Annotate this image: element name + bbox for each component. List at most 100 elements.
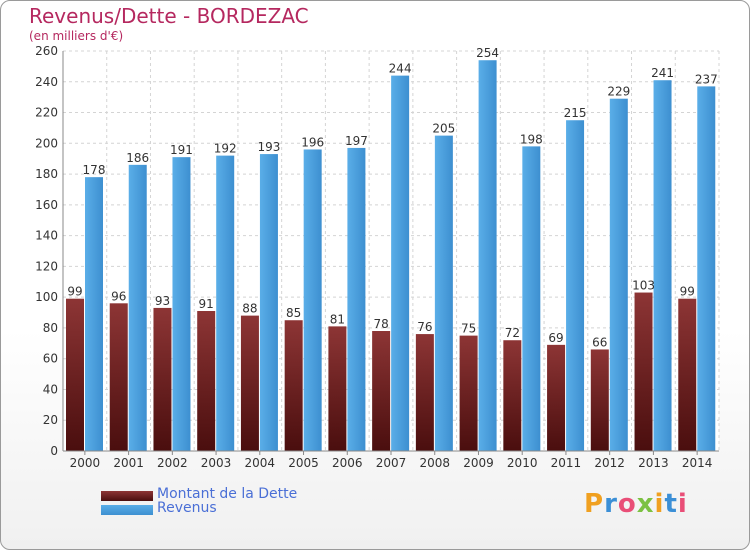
bar-revenus bbox=[303, 149, 322, 451]
bar-revenus bbox=[566, 120, 585, 451]
y-tick-label: 240 bbox=[35, 75, 58, 89]
bar-dette bbox=[415, 334, 434, 451]
data-label-dette: 76 bbox=[417, 320, 432, 334]
bar-revenus bbox=[478, 60, 497, 451]
bar-dette bbox=[197, 311, 216, 451]
bar-dette bbox=[590, 349, 609, 451]
legend-label-dette: Montant de la Dette bbox=[157, 486, 298, 502]
bar-dette bbox=[503, 340, 522, 451]
y-tick-label: 0 bbox=[50, 444, 58, 458]
x-tick-label: 2014 bbox=[682, 456, 713, 470]
data-label-dette: 78 bbox=[373, 317, 388, 331]
logo-letter: x bbox=[636, 489, 655, 519]
data-label-revenus: 254 bbox=[476, 46, 499, 60]
y-tick-label: 100 bbox=[35, 290, 58, 304]
x-tick-label: 2004 bbox=[245, 456, 276, 470]
x-tick-label: 2008 bbox=[419, 456, 450, 470]
x-tick-label: 2012 bbox=[594, 456, 625, 470]
data-label-revenus: 193 bbox=[257, 140, 280, 154]
data-label-dette: 93 bbox=[155, 294, 170, 308]
legend-label-revenus: Revenus bbox=[157, 500, 217, 516]
x-tick-label: 2003 bbox=[201, 456, 232, 470]
x-tick-label: 2000 bbox=[70, 456, 101, 470]
x-tick-label: 2011 bbox=[551, 456, 582, 470]
data-label-dette: 99 bbox=[67, 285, 82, 299]
bar-revenus bbox=[172, 157, 191, 451]
bar-dette bbox=[240, 315, 259, 451]
x-tick-label: 2009 bbox=[463, 456, 494, 470]
data-label-dette: 88 bbox=[242, 302, 257, 316]
logo-letter: r bbox=[604, 489, 618, 519]
data-label-dette: 96 bbox=[111, 289, 126, 303]
bar-dette bbox=[109, 303, 128, 451]
bar-dette bbox=[459, 335, 478, 451]
bar-revenus bbox=[85, 177, 103, 451]
data-label-revenus: 205 bbox=[432, 122, 455, 136]
x-tick-label: 2007 bbox=[376, 456, 407, 470]
bar-dette bbox=[153, 307, 172, 451]
x-tick-label: 2010 bbox=[507, 456, 538, 470]
data-label-revenus: 186 bbox=[126, 151, 149, 165]
bar-revenus bbox=[697, 86, 716, 451]
data-label-revenus: 241 bbox=[651, 66, 674, 80]
data-label-revenus: 229 bbox=[607, 85, 630, 99]
data-label-dette: 81 bbox=[330, 312, 345, 326]
y-tick-label: 180 bbox=[35, 167, 58, 181]
legend-swatch-dette bbox=[101, 491, 153, 501]
bar-dette bbox=[634, 292, 653, 451]
y-tick-label: 220 bbox=[35, 106, 58, 120]
y-tick-label: 200 bbox=[35, 136, 58, 150]
plot-area bbox=[63, 51, 719, 451]
bar-dette bbox=[547, 344, 566, 451]
data-label-dette: 99 bbox=[680, 285, 695, 299]
y-tick-label: 60 bbox=[43, 352, 58, 366]
y-tick-label: 80 bbox=[43, 321, 58, 335]
data-label-revenus: 198 bbox=[520, 132, 543, 146]
data-label-dette: 85 bbox=[286, 306, 301, 320]
bar-revenus bbox=[391, 75, 410, 451]
data-label-revenus: 244 bbox=[389, 62, 412, 76]
data-label-revenus: 178 bbox=[83, 163, 106, 177]
bar-dette bbox=[66, 298, 84, 451]
logo-letter: t bbox=[664, 489, 678, 519]
data-label-revenus: 215 bbox=[564, 106, 587, 120]
bar-revenus bbox=[609, 98, 628, 451]
bar-revenus bbox=[434, 135, 453, 451]
bar-revenus bbox=[653, 80, 672, 451]
y-tick-label: 120 bbox=[35, 259, 58, 273]
proxiti-logo: Proxiti bbox=[584, 489, 688, 519]
bar-dette bbox=[284, 320, 303, 451]
data-label-dette: 66 bbox=[592, 335, 607, 349]
bar-dette bbox=[678, 298, 697, 451]
data-label-revenus: 196 bbox=[301, 135, 324, 149]
logo-letter: i bbox=[654, 489, 665, 519]
logo-letter: P bbox=[584, 489, 605, 519]
data-label-revenus: 197 bbox=[345, 134, 368, 148]
x-tick-label: 2006 bbox=[332, 456, 363, 470]
bar-revenus bbox=[522, 146, 541, 451]
x-tick-label: 2013 bbox=[638, 456, 669, 470]
legend-swatch-revenus bbox=[101, 505, 153, 515]
logo-letter: o bbox=[617, 489, 637, 519]
data-label-dette: 75 bbox=[461, 322, 476, 336]
bar-dette bbox=[372, 331, 391, 451]
data-label-dette: 91 bbox=[199, 297, 214, 311]
y-tick-label: 140 bbox=[35, 229, 58, 243]
data-label-revenus: 192 bbox=[214, 142, 237, 156]
data-label-dette: 69 bbox=[548, 331, 563, 345]
bar-revenus bbox=[347, 147, 366, 451]
x-tick-label: 2001 bbox=[113, 456, 144, 470]
data-label-revenus: 191 bbox=[170, 143, 193, 157]
chart-title: Revenus/Dette - BORDEZAC bbox=[29, 4, 309, 28]
logo-letter: i bbox=[677, 489, 688, 519]
data-label-dette: 103 bbox=[632, 279, 655, 293]
y-tick-label: 260 bbox=[35, 44, 58, 58]
data-label-revenus: 237 bbox=[695, 72, 718, 86]
chart-subtitle: (en milliers d'€) bbox=[29, 29, 124, 43]
y-tick-label: 160 bbox=[35, 198, 58, 212]
x-tick-label: 2005 bbox=[288, 456, 319, 470]
y-tick-label: 40 bbox=[43, 382, 58, 396]
bar-revenus bbox=[259, 154, 278, 452]
